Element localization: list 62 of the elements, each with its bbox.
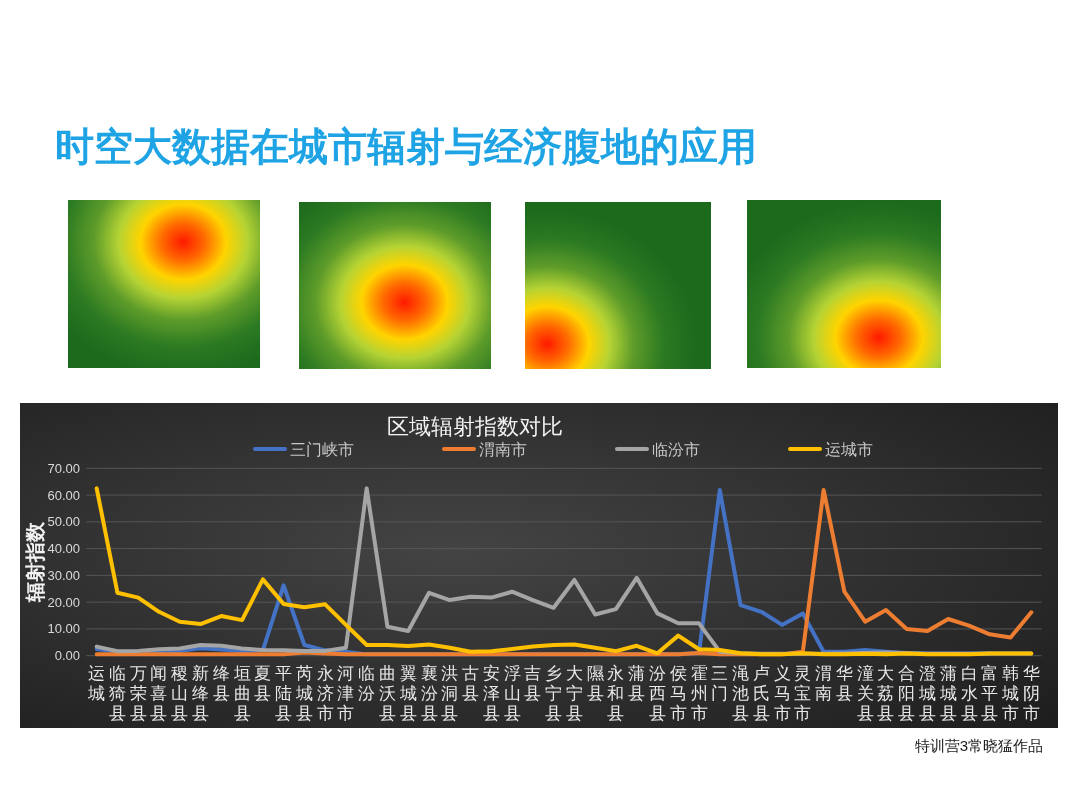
y-tick-label: 50.00: [47, 514, 80, 530]
x-tick-label: 平陆县: [275, 664, 293, 723]
x-tick-label: 大宁县: [565, 664, 583, 723]
x-tick-label: 河津市: [337, 664, 355, 723]
y-tick-label: 0.00: [54, 648, 80, 664]
x-tick-label: 蒲县: [628, 664, 646, 703]
text: 特训营3常晓猛作品: [914, 737, 1043, 754]
y-tick-label: 10.00: [47, 621, 80, 637]
x-tick-label: 翼城县: [398, 664, 417, 723]
x-tick-label: 闻喜县: [150, 664, 168, 723]
x-tick-label: 三门: [711, 664, 729, 703]
x-tick-label: 灵宝市: [794, 664, 812, 723]
x-tick-label: 万荣县: [129, 664, 147, 723]
x-tick-label: 韩城市: [1001, 664, 1020, 723]
x-tick-label: 浮山县: [503, 664, 521, 723]
y-tick-label: 20.00: [47, 594, 80, 610]
x-tick-label: 义马市: [773, 664, 791, 723]
x-tick-label: 安泽县: [482, 664, 500, 723]
x-tick-label: 潼关县: [856, 664, 874, 723]
x-tick-label: 稷山县: [171, 664, 189, 723]
legend-label: 临汾市: [652, 440, 700, 458]
x-tick-label: 洪洞县: [441, 664, 459, 723]
x-tick-label: 渭南: [815, 664, 833, 703]
x-tick-label: 汾西县: [648, 664, 666, 723]
y-tick-label: 70.00: [47, 460, 80, 476]
x-tick-label: 隰县: [586, 664, 604, 703]
x-tick-label: 澄城县: [917, 664, 936, 723]
x-tick-label: 卢氏县: [752, 664, 770, 723]
x-tick-label: 临汾: [358, 664, 376, 703]
x-tick-label: 霍州市: [690, 664, 708, 723]
x-tick-label: 侯马市: [669, 664, 687, 723]
chart-title: 区域辐射指数对比: [387, 414, 563, 439]
x-tick-label: 永和县: [607, 664, 625, 723]
x-tick-label: 襄汾县: [420, 664, 438, 723]
legend-label: 渭南市: [479, 440, 527, 458]
x-tick-label: 古县: [462, 664, 480, 703]
text: 时空大数据在城市辐射与经济腹地的应用: [55, 125, 757, 168]
x-tick-label: 绛县: [212, 664, 230, 703]
legend-label: 三门峡市: [290, 440, 354, 458]
y-tick-label: 40.00: [47, 541, 80, 557]
x-tick-label: 合阳县: [898, 664, 916, 723]
x-tick-label: 芮城县: [294, 664, 313, 723]
x-tick-label: 蒲城县: [938, 664, 957, 723]
x-tick-label: 富平县: [981, 664, 999, 723]
y-tick-label: 30.00: [47, 567, 80, 583]
x-tick-label: 吉县: [524, 664, 542, 703]
legend-label: 运城市: [825, 440, 873, 458]
x-tick-label: 大荔县: [877, 664, 895, 723]
x-tick-label: 白水县: [960, 664, 978, 723]
x-tick-label: 曲沃县: [378, 664, 396, 723]
x-tick-label: 乡宁县: [545, 664, 563, 723]
x-tick-label: 夏县: [254, 664, 272, 703]
x-tick-label: 新绛县: [192, 664, 210, 723]
x-tick-label: 运城: [87, 664, 106, 703]
y-tick-label: 60.00: [47, 487, 80, 503]
x-tick-label: 华阴市: [1022, 664, 1040, 723]
x-tick-label: 垣曲县: [232, 664, 251, 723]
x-tick-label: 永济市: [316, 664, 334, 723]
x-tick-label: 临猗县: [108, 664, 126, 723]
y-axis-title: 辐射指数: [24, 521, 46, 603]
x-tick-label: 渑池县: [732, 664, 750, 723]
x-tick-label: 华县: [835, 664, 853, 703]
